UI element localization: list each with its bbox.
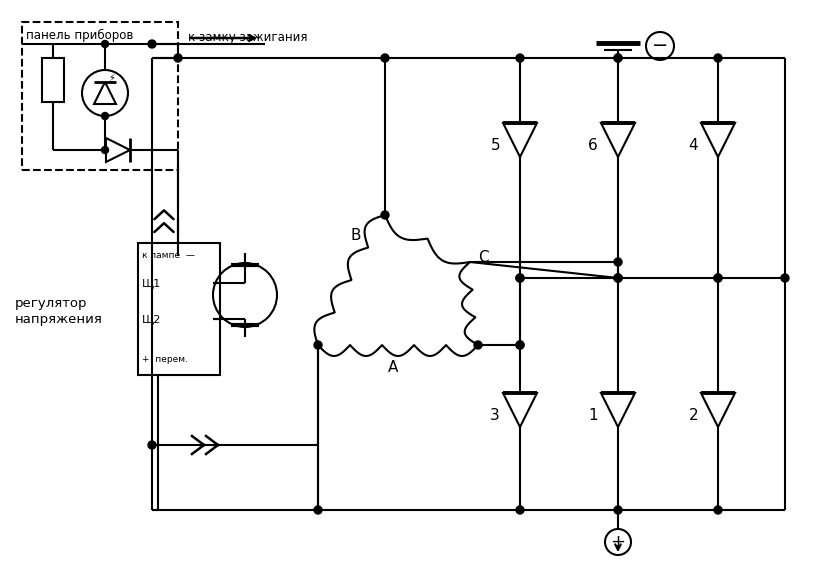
Text: 5: 5 — [490, 137, 500, 152]
Circle shape — [381, 211, 389, 219]
Circle shape — [614, 258, 622, 266]
Circle shape — [614, 274, 622, 282]
Circle shape — [101, 40, 109, 48]
Text: панель приборов: панель приборов — [26, 28, 133, 41]
Circle shape — [516, 341, 524, 349]
Circle shape — [781, 274, 789, 282]
Circle shape — [148, 40, 156, 48]
Text: к замку зажигания: к замку зажигания — [188, 32, 308, 44]
Text: 2: 2 — [689, 408, 698, 423]
Bar — [22, 22, 178, 170]
Circle shape — [516, 341, 524, 349]
Circle shape — [174, 54, 182, 62]
Text: напряжения: напряжения — [15, 313, 103, 327]
Circle shape — [714, 274, 722, 282]
Circle shape — [516, 274, 524, 282]
Circle shape — [381, 54, 389, 62]
Bar — [138, 243, 220, 375]
Circle shape — [516, 54, 524, 62]
Circle shape — [148, 441, 156, 449]
Circle shape — [614, 274, 622, 282]
Circle shape — [714, 54, 722, 62]
Text: 3: 3 — [490, 408, 500, 423]
Text: A: A — [388, 359, 398, 374]
Circle shape — [314, 506, 322, 514]
Circle shape — [516, 274, 524, 282]
Circle shape — [101, 147, 109, 154]
Bar — [42, 58, 64, 102]
Text: +  перем.: + перем. — [142, 355, 188, 363]
Text: 6: 6 — [588, 137, 598, 152]
Circle shape — [714, 506, 722, 514]
Text: −: − — [652, 36, 668, 56]
Circle shape — [516, 506, 524, 514]
Text: 1: 1 — [588, 408, 598, 423]
Text: Щ2: Щ2 — [142, 314, 162, 324]
Text: 4: 4 — [689, 137, 698, 152]
Text: B: B — [350, 228, 361, 243]
Text: Щ1: Щ1 — [142, 278, 162, 288]
Circle shape — [614, 54, 622, 62]
Circle shape — [614, 274, 622, 282]
Circle shape — [314, 341, 322, 349]
Text: регулятор: регулятор — [15, 297, 87, 309]
Circle shape — [614, 506, 622, 514]
Text: +: + — [610, 533, 626, 551]
Circle shape — [101, 113, 109, 120]
Text: ⚡: ⚡ — [108, 73, 115, 83]
Circle shape — [714, 274, 722, 282]
Text: C: C — [478, 250, 489, 264]
Circle shape — [474, 341, 482, 349]
Text: к лампе  —: к лампе — — [142, 251, 195, 260]
Circle shape — [614, 54, 622, 62]
